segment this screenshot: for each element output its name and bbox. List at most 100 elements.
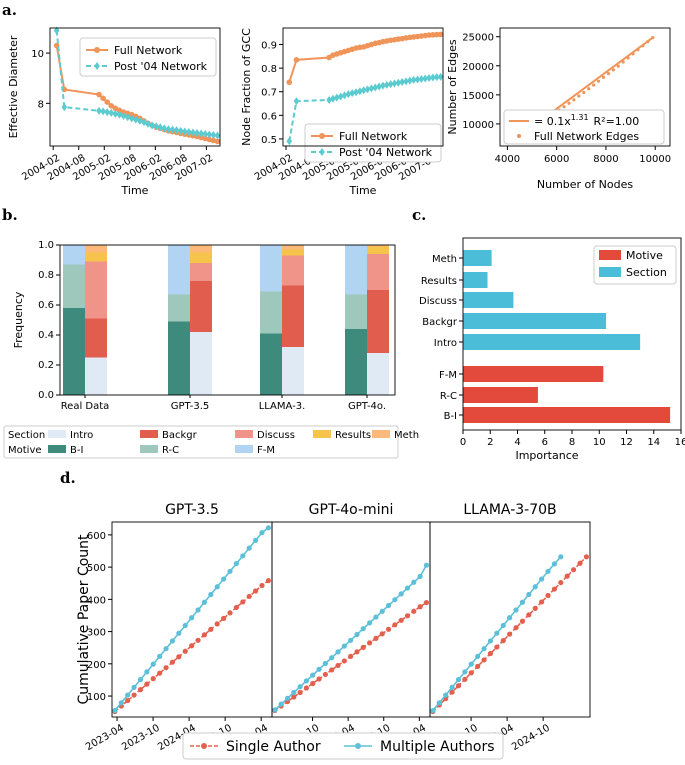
frequency-xtick-label: LLAMA-3. (259, 401, 306, 412)
diameter-legend-label: Full Network (114, 44, 183, 57)
diameter-point (145, 119, 151, 128)
diameter-point (104, 99, 110, 105)
edges-point (562, 105, 566, 109)
cumulative-multiple-point (208, 591, 214, 598)
frequency-ylabel: Frequency (12, 291, 25, 348)
cumulative-multiple-point (360, 626, 366, 632)
cumulative-multiple-point (507, 615, 513, 621)
edges-point (572, 98, 576, 102)
edges-xtick-label: 10000 (639, 154, 671, 165)
cumulative-multiple-point (265, 525, 271, 531)
gcc-point (357, 87, 363, 96)
edges-ylabel: Number of Edges (446, 39, 459, 134)
diameter-point (186, 127, 192, 136)
cumulative-xtick-label: 2023-04 (84, 723, 126, 753)
cumulative-multiple-point (455, 677, 462, 683)
cumulative-legend (182, 732, 504, 760)
cumulative-multiple-point (214, 584, 220, 590)
cumulative-single-point (303, 685, 310, 691)
gcc-point (376, 82, 382, 91)
edges-point (621, 60, 625, 64)
cumulative-multiple-point (195, 607, 201, 613)
cumulative-single-point (545, 592, 551, 599)
frequency-ytick-label: 1.0 (38, 240, 54, 251)
importance-xtick-label: 6 (542, 437, 548, 448)
cumulative-single-point (348, 653, 354, 660)
cumulative-single-point (150, 676, 156, 682)
gcc-point (437, 31, 444, 38)
gcc-point (293, 57, 300, 63)
cumulative-single-point (316, 676, 322, 682)
cumulative-single-point (125, 697, 131, 704)
cumulative-multiple-point (532, 584, 538, 590)
diameter-point (100, 107, 106, 116)
cumulative-multiple-point (436, 700, 442, 706)
cumulative-single-point (195, 637, 201, 643)
diameter-point (177, 126, 184, 135)
cumulative-single-point (500, 638, 506, 644)
cumulative-single-point (494, 644, 500, 650)
frequency-bar-section-backgr (367, 290, 389, 353)
frequency-bar-section-results (367, 246, 389, 254)
gcc-point (341, 91, 348, 100)
importance-ytick-label: Results (421, 276, 457, 287)
cumulative-single-point (310, 680, 316, 687)
frequency-ytick-label: 0.2 (38, 360, 54, 371)
cumulative-single-point (176, 654, 182, 660)
frequency-bar-motive-r-c (345, 294, 367, 329)
cumulative-multiple-point (545, 568, 551, 574)
diameter-ylabel: Effective Diameter (7, 35, 20, 138)
cumulative-legend-marker (201, 743, 207, 749)
importance-bar-r-c (463, 387, 538, 403)
cumulative-multiple-point (481, 646, 487, 652)
importance-legend-swatch (599, 250, 621, 260)
cumulative-multiple-point (494, 630, 500, 636)
importance-ytick-label: Intro (434, 338, 457, 349)
cumulative-single-point (233, 604, 240, 611)
diameter-point (149, 121, 155, 130)
diameter-point (53, 26, 60, 35)
cumulative-single-point (341, 658, 347, 664)
cumulative-single-point (291, 694, 297, 700)
cumulative-multiple-point (163, 646, 169, 652)
importance-xtick-label: 0 (460, 437, 466, 448)
cumulative-multiple-point (322, 660, 328, 667)
importance-xtick-label: 8 (569, 437, 575, 448)
frequency-bar-motive-r-c (260, 291, 282, 334)
edges-point (626, 56, 630, 60)
gcc-point (368, 84, 375, 93)
cumulative-multiple-point (259, 530, 265, 536)
edges-point (611, 68, 615, 72)
frequency-bar-section-discuss (190, 263, 212, 281)
cumulative-multiple-point (423, 562, 430, 568)
frequency-chart: Real Data GPT-3.5 LLAMA-3. GPT-4o. 0.0 0.2 0.4… (3, 240, 419, 459)
frequency-bar-motive-b-i (168, 321, 190, 395)
cumulative-single-point (163, 665, 169, 671)
legend-row-section: Section (8, 430, 45, 441)
cumulative-multiple-point (233, 560, 240, 567)
gcc-legend-marker (319, 148, 325, 156)
edges-xtick-label: 6000 (544, 154, 569, 165)
legend-swatch-backgr (140, 430, 158, 438)
legend-swatch-intro (48, 430, 66, 438)
cumulative-single-point (221, 615, 227, 621)
cumulative-multiple-point (398, 591, 404, 597)
importance-ytick-label: Meth (432, 254, 457, 265)
frequency-bar-section-intro (85, 357, 107, 395)
cumulative-multiple-point (449, 684, 455, 690)
cumulative-single-point (354, 649, 360, 655)
cumulative-single-point (227, 610, 233, 616)
importance-bar-backgr (463, 313, 607, 329)
gcc-ytick-label: 0.8 (261, 64, 277, 75)
cumulative-single-point (373, 635, 379, 641)
edges-ytick-label: 15000 (462, 91, 494, 102)
importance-xlabel: Importance (515, 449, 578, 462)
cumulative-single-point (182, 648, 188, 654)
diameter-point (198, 129, 204, 138)
diameter-point (128, 114, 135, 123)
panel-label-b: b. (2, 206, 18, 224)
cumulative-single-point (131, 692, 137, 698)
frequency-ytick-label: 0.6 (38, 300, 54, 311)
diameter-chart: 8102004-022004-082005-022005-082006-0220… (7, 26, 221, 197)
